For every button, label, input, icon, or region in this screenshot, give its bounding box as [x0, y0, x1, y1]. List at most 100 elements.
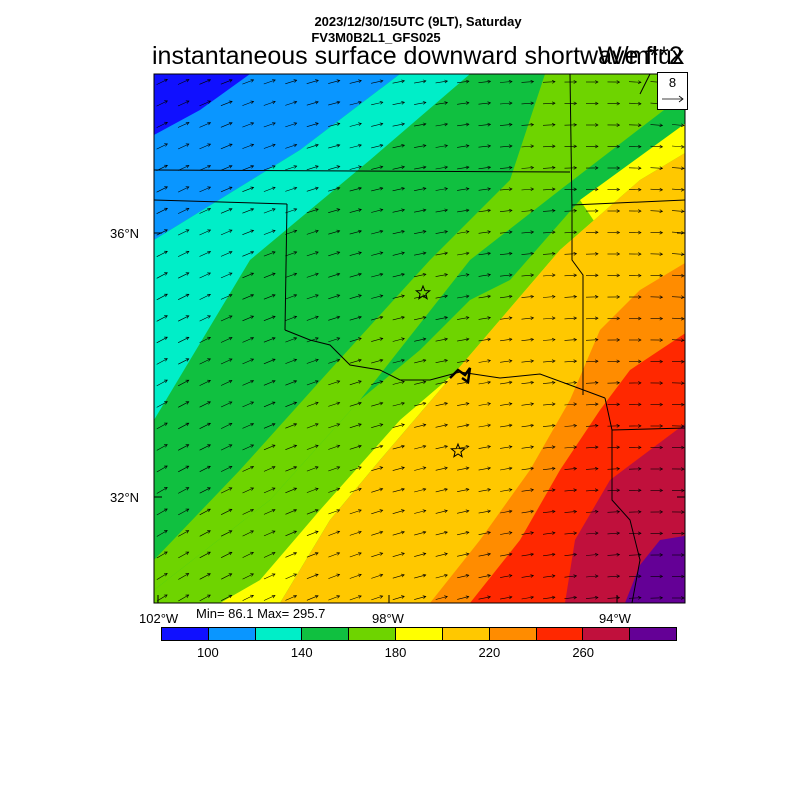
flux-band-300 — [625, 535, 685, 603]
wind-arrow — [178, 422, 189, 430]
wind-arrow — [263, 294, 276, 300]
wind-arrow — [671, 339, 685, 341]
wind-arrow — [478, 166, 491, 170]
wind-arrow-head — [508, 294, 513, 299]
wind-arrow-head — [444, 509, 448, 513]
minmax-label: Min= 86.1 Max= 295.7 — [196, 606, 326, 621]
wind-arrow-head — [595, 144, 599, 149]
wind-arrow-head — [487, 552, 492, 557]
wind-arrow — [220, 444, 233, 451]
wind-arrow — [285, 144, 297, 149]
wind-arrow-head — [638, 209, 642, 213]
wind-arrow — [199, 594, 211, 602]
wind-arrow — [178, 379, 189, 387]
wind-arrow — [306, 466, 319, 472]
wind-arrow-head — [616, 338, 621, 342]
wind-arrow-head — [616, 488, 621, 493]
wind-arrow — [585, 489, 599, 492]
wind-arrow — [500, 338, 512, 342]
colorbar-swatch — [536, 628, 584, 640]
wind-arrow — [306, 101, 319, 106]
wind-arrow-head — [336, 272, 341, 277]
wind-arrow — [371, 574, 383, 579]
wind-arrow-head — [164, 164, 168, 169]
wind-arrow-head — [551, 488, 556, 492]
colorbar-swatch — [396, 628, 443, 640]
wind-arrow-head — [163, 573, 168, 577]
wind-arrow — [457, 295, 469, 299]
wind-arrow-head — [293, 186, 298, 191]
wind-arrow-head — [314, 272, 319, 277]
wind-arrow — [349, 531, 362, 536]
wind-arrow — [500, 510, 512, 514]
wind-arrow — [521, 467, 534, 471]
wind-arrow — [328, 337, 340, 343]
wind-arrow — [478, 446, 491, 449]
wind-arrow — [521, 167, 534, 169]
wind-arrow-head — [573, 166, 578, 170]
wind-arrow-head — [508, 488, 513, 492]
wind-arrow — [392, 102, 405, 105]
wind-arrow-head — [530, 165, 535, 170]
wind-arrow-head — [271, 315, 276, 319]
wind-arrow-head — [401, 552, 405, 556]
wind-arrow — [499, 231, 513, 234]
wind-arrow — [564, 360, 577, 363]
wind-arrow-head — [573, 144, 578, 149]
wind-arrow — [457, 338, 469, 342]
wind-arrow — [263, 466, 276, 472]
wind-arrow-head — [487, 230, 491, 234]
wind-arrow — [285, 487, 297, 494]
wind-arrow-head — [551, 509, 556, 514]
wind-arrow — [306, 273, 319, 278]
wind-arrow — [392, 230, 405, 235]
wind-arrow — [349, 230, 362, 235]
wind-arrow — [156, 336, 168, 344]
wind-arrow — [671, 188, 685, 191]
wind-arrow-head — [250, 294, 255, 298]
wind-arrow — [199, 143, 211, 150]
wind-arrow-head — [444, 230, 449, 234]
wind-arrow — [564, 339, 577, 341]
wind-arrow-head — [164, 186, 168, 190]
wind-arrow-head — [164, 78, 168, 83]
wind-arrow — [220, 79, 233, 85]
wind-arrow — [392, 381, 405, 385]
wind-arrow-head — [164, 143, 168, 147]
wind-arrow — [543, 596, 555, 600]
wind-arrow — [521, 124, 534, 126]
wind-arrow-head — [379, 444, 384, 449]
wind-arrow-head — [465, 595, 470, 600]
wind-arrow-head — [465, 359, 470, 363]
wind-arrow — [457, 209, 469, 213]
units-label: W/m**2 — [598, 42, 683, 70]
wind-arrow-head — [315, 122, 319, 126]
wind-arrow — [521, 81, 534, 83]
wind-arrow-head — [401, 79, 406, 84]
wind-arrow — [500, 317, 512, 320]
wind-arrow — [263, 487, 276, 494]
wind-arrow — [263, 208, 276, 214]
wind-arrow — [306, 230, 319, 235]
wind-arrow-head — [465, 122, 470, 127]
wind-arrow-head — [573, 423, 578, 428]
wind-arrow-head — [680, 338, 685, 342]
wind-arrow-head — [293, 122, 298, 126]
wind-arrow-head — [401, 101, 406, 105]
wind-arrow-head — [508, 316, 513, 320]
wind-arrow — [671, 317, 685, 320]
wind-arrow-head — [293, 509, 298, 513]
wind-arrow-head — [616, 402, 621, 407]
wind-arrow-head — [250, 509, 254, 513]
wind-arrow-head — [401, 423, 405, 427]
wind-arrow-head — [638, 381, 642, 385]
wind-arrow-head — [314, 509, 319, 513]
wind-arrow — [199, 551, 211, 559]
wind-arrow-head — [271, 272, 276, 276]
wind-arrow — [285, 552, 297, 558]
wind-arrow — [328, 209, 340, 213]
wind-arrow — [478, 510, 491, 514]
wind-arrow-head — [207, 508, 211, 513]
wind-arrow — [564, 403, 577, 406]
flux-band-100 — [154, 74, 400, 240]
